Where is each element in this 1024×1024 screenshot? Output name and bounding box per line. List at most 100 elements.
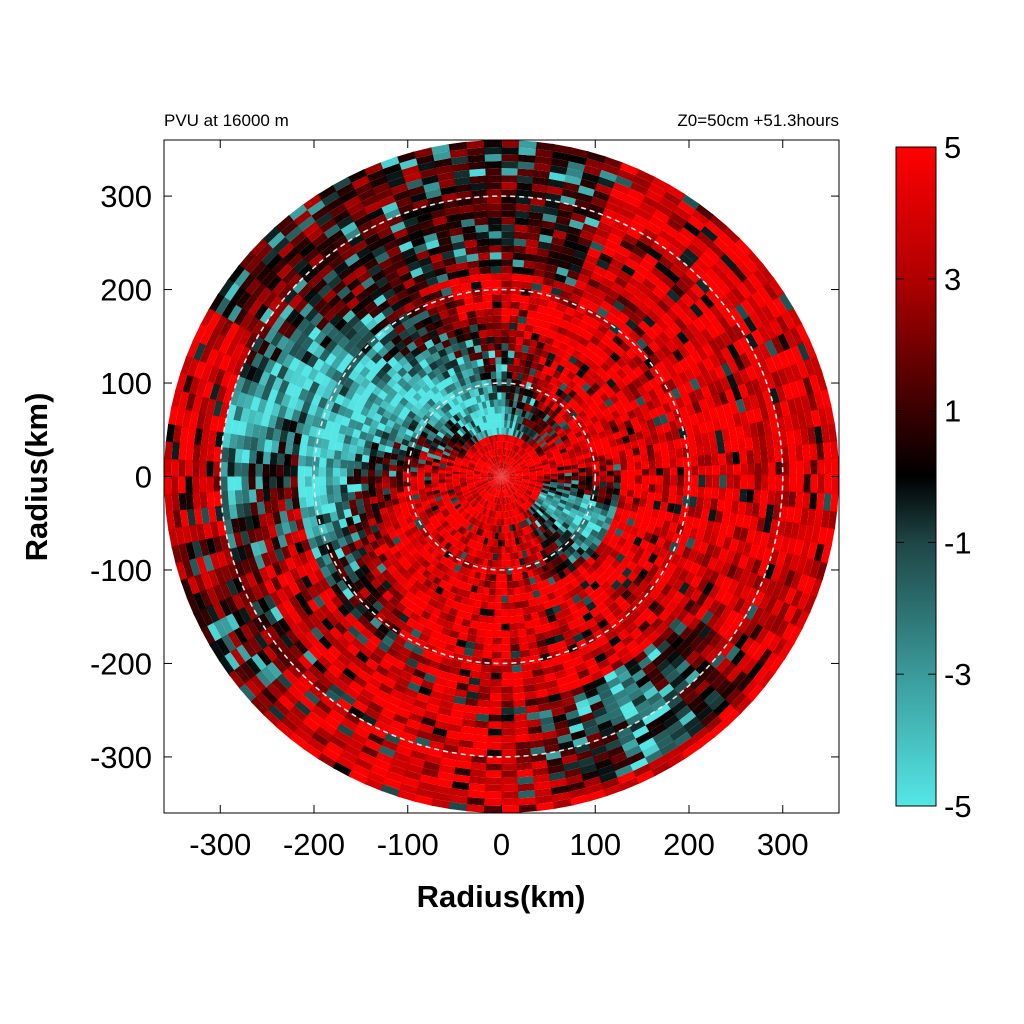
heatmap-cell — [332, 467, 340, 478]
heatmap-cell — [241, 476, 249, 492]
heatmap-cell — [518, 635, 530, 644]
heatmap-cell — [501, 483, 503, 491]
heatmap-cell — [521, 466, 529, 470]
heatmap-cell — [495, 441, 499, 449]
heatmap-cell — [558, 740, 577, 751]
heatmap-cell — [302, 616, 317, 633]
heatmap-cell — [631, 668, 648, 683]
heatmap-cell — [724, 387, 736, 403]
heatmap-cell — [757, 559, 770, 577]
heatmap-cell — [552, 309, 565, 320]
heatmap-cell — [315, 514, 326, 527]
heatmap-cell — [474, 351, 483, 361]
heatmap-cell — [308, 381, 320, 396]
heatmap-cell — [712, 378, 725, 394]
heatmap-cell — [655, 483, 664, 494]
heatmap-cell — [340, 291, 356, 306]
heatmap-cell — [456, 419, 465, 428]
heatmap-cell — [301, 377, 314, 393]
heatmap-cell — [251, 616, 267, 635]
heatmap-cell — [444, 513, 453, 521]
heatmap-cell — [574, 191, 593, 204]
heatmap-cell — [603, 670, 619, 683]
heatmap-cell — [418, 526, 428, 535]
heatmap-cell — [523, 443, 530, 451]
heatmap-cell — [399, 646, 414, 659]
heatmap-cell — [536, 517, 545, 526]
heatmap-cell — [571, 426, 581, 435]
heatmap-cell — [676, 382, 688, 397]
heatmap-cell — [499, 238, 514, 246]
heatmap-cell — [276, 319, 291, 337]
heatmap-cell — [540, 458, 549, 464]
heatmap-cell — [509, 287, 522, 296]
heatmap-cell — [698, 517, 709, 531]
heatmap-cell — [472, 454, 480, 461]
heatmap-cell — [529, 476, 537, 479]
heatmap-cell — [552, 413, 562, 422]
heatmap-cell — [490, 488, 495, 495]
heatmap-cell — [454, 689, 469, 699]
heatmap-cell — [446, 672, 461, 683]
heatmap-cell — [574, 537, 584, 547]
heatmap-cell — [525, 697, 540, 707]
heatmap-cell — [410, 675, 425, 687]
heatmap-cell — [468, 485, 476, 490]
heatmap-cell — [493, 489, 498, 497]
heatmap-cell — [538, 709, 555, 719]
heatmap-cell — [288, 581, 302, 598]
heatmap-cell — [587, 693, 604, 706]
heatmap-cell — [678, 567, 691, 582]
heatmap-cell — [287, 664, 304, 682]
heatmap-cell — [300, 336, 314, 352]
heatmap-cell — [476, 520, 482, 528]
heatmap-cell — [673, 620, 689, 636]
heatmap-cell — [669, 282, 686, 298]
heatmap-cell — [499, 224, 515, 232]
heatmap-cell — [411, 273, 426, 285]
heatmap-cell — [618, 287, 634, 301]
heatmap-cell — [495, 476, 502, 480]
heatmap-cell — [709, 631, 725, 649]
heatmap-cell — [520, 344, 530, 354]
heatmap-cell — [276, 587, 290, 605]
heatmap-cell — [521, 467, 529, 472]
heatmap-cell — [267, 414, 278, 430]
heatmap-cell — [683, 484, 692, 497]
heatmap-cell — [580, 290, 595, 302]
heatmap-cell — [485, 203, 502, 211]
heatmap-cell — [643, 685, 661, 700]
heatmap-cell — [694, 276, 711, 294]
heatmap-cell — [751, 434, 761, 451]
heatmap-cell — [557, 444, 566, 451]
heatmap-cell — [444, 737, 462, 747]
heatmap-cell — [389, 459, 398, 467]
heatmap-cell — [704, 287, 721, 305]
heatmap-cell — [508, 478, 515, 482]
heatmap-cell — [555, 639, 569, 650]
heatmap-cell — [242, 502, 252, 519]
heatmap-cell — [559, 552, 569, 562]
heatmap-cell — [286, 431, 296, 446]
heatmap-cell — [361, 490, 370, 500]
heatmap-cell — [462, 332, 473, 342]
heatmap-cell — [347, 460, 355, 470]
heatmap-cell — [577, 409, 587, 419]
heatmap-cell — [501, 469, 503, 477]
heatmap-cell — [459, 482, 468, 486]
heatmap-cell — [548, 525, 557, 534]
heatmap-cell — [315, 622, 331, 638]
heatmap-cell — [509, 385, 516, 394]
heatmap-cell — [431, 472, 439, 477]
heatmap-cell — [454, 261, 469, 272]
heatmap-cell — [698, 464, 706, 477]
heatmap-cell — [752, 405, 763, 423]
heatmap-cell — [487, 475, 495, 477]
heatmap-cell — [333, 484, 341, 496]
heatmap-cell — [446, 442, 455, 449]
heatmap-cell — [783, 413, 794, 432]
heatmap-cell — [560, 434, 569, 442]
heatmap-cell — [634, 468, 643, 477]
heatmap-cell — [492, 637, 503, 645]
heatmap-cell — [382, 652, 398, 666]
